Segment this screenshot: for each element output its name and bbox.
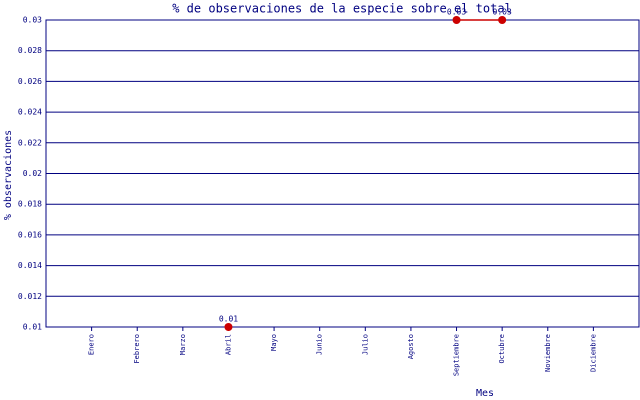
x-tick-label: Junio [316,334,324,355]
y-tick-label: 0.028 [18,46,42,55]
x-tick-label: Febrero [133,334,141,364]
y-axis-label: % observaciones [3,130,14,220]
data-point [452,16,461,24]
x-tick-label: Noviembre [544,334,552,372]
x-axis-label: Mes [476,388,494,399]
x-tick-label: Septiembre [453,334,461,376]
y-tick-label: 0.02 [23,169,42,178]
data-point [224,323,233,331]
data-point [498,16,507,24]
y-tick-label: 0.03 [23,16,42,25]
data-label: 0.03 [493,8,512,17]
data-label: 0.03 [447,8,466,17]
y-tick-label: 0.01 [23,323,42,332]
y-tick-label: 0.012 [18,292,42,301]
y-tick-label: 0.022 [18,138,42,147]
y-tick-label: 0.014 [18,261,42,270]
x-tick-label: Mayo [270,334,278,351]
x-tick-label: Agosto [407,334,415,359]
data-label: 0.01 [219,315,238,324]
chart-title: % de observaciones de la especie sobre e… [172,2,512,16]
y-tick-label: 0.016 [18,230,42,239]
x-tick-label: Diciembre [589,334,597,372]
x-tick-label: Julio [361,334,369,355]
x-tick-label: Abril [224,334,232,355]
y-tick-label: 0.026 [18,77,42,86]
y-tick-label: 0.024 [18,108,42,117]
y-tick-label: 0.018 [18,200,42,209]
x-tick-label: Marzo [179,334,187,355]
x-tick-label: Enero [88,334,96,355]
x-tick-label: Octubre [498,334,506,364]
